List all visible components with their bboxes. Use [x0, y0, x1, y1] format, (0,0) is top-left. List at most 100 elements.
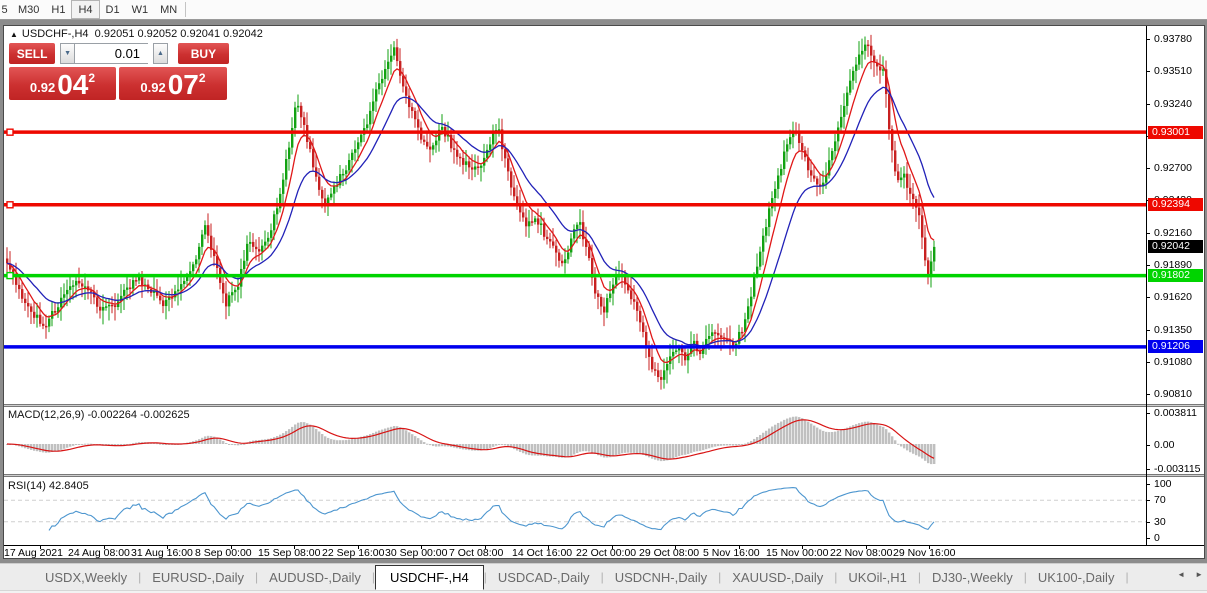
chart-tab-bar: USDX,Weekly | EURUSD-,Daily | AUDUSD-,Daily |…: [0, 563, 1207, 590]
price-axis-label: 0.91890: [1154, 259, 1192, 271]
date-axis-label: 15 Sep 08:00: [258, 547, 321, 559]
price-axis-label: 0.93510: [1154, 65, 1192, 77]
chart-tab-dj30-weekly[interactable]: DJ30-,Weekly: [932, 569, 1013, 585]
one-click-trading-panel: SELL ▼ ▲ BUY 0.92 04 2 0.92 07 2: [9, 43, 230, 100]
date-axis-border: [4, 545, 1204, 546]
date-tick: [104, 545, 105, 549]
timeframe-button-H1[interactable]: H1: [51, 3, 66, 16]
volume-decrease-button[interactable]: ▼: [60, 43, 76, 64]
sell-button[interactable]: SELL: [9, 43, 56, 64]
price-tick: [1146, 233, 1150, 234]
macd-axis-tick: [1146, 413, 1150, 414]
chart-tab-usdchf-h4[interactable]: USDCHF-,H4: [374, 564, 484, 590]
timeframe-button-M30[interactable]: M30: [18, 3, 40, 16]
line-handle[interactable]: [6, 201, 14, 209]
current-price-badge: 0.92042: [1148, 240, 1203, 253]
date-axis-label: 5 Nov 16:00: [703, 547, 760, 559]
chart-tab-usdcnh-daily[interactable]: USDCNH-,Daily: [614, 569, 708, 585]
tab-separator: |: [600, 570, 604, 584]
tabs-scroll-right-icon[interactable]: ►: [1195, 570, 1203, 579]
chart-plot-area[interactable]: [4, 26, 1204, 558]
price-axis-label: 0.91080: [1154, 356, 1192, 368]
toolbar-separator: [185, 2, 187, 17]
rsi-axis-label: 0: [1154, 532, 1160, 544]
date-tick: [739, 545, 740, 549]
date-axis-label: 29 Nov 16:00: [893, 547, 956, 559]
timeframe-button-5[interactable]: 5: [1, 3, 8, 16]
price-axis-label: 0.93780: [1154, 33, 1192, 45]
collapse-arrow-icon[interactable]: ▲: [10, 30, 18, 39]
panel-splitter[interactable]: [4, 404, 1204, 407]
macd-histogram: [6, 416, 936, 465]
date-tick: [612, 545, 613, 549]
level-price-badge: 0.91802: [1148, 269, 1203, 282]
date-axis-label: 22 Oct 00:00: [576, 547, 637, 559]
chart-tab-uk100-daily[interactable]: UK100-,Daily: [1037, 569, 1115, 585]
chart-tab-eurusd-daily[interactable]: EURUSD-,Daily: [152, 569, 244, 585]
date-axis-label: 7 Oct 08:00: [449, 547, 504, 559]
macd-axis-label: 0.003811: [1154, 407, 1198, 419]
rsi-panel-lines: [4, 487, 1146, 531]
horizontal-level-lines[interactable]: [4, 128, 1166, 349]
macd-signal-line: [6, 419, 935, 460]
ask-pipette: 2: [198, 71, 206, 85]
volume-input[interactable]: [75, 43, 149, 64]
tab-separator: |: [138, 570, 142, 584]
date-axis-label: 24 Aug 08:00: [68, 547, 130, 559]
macd-indicator-label: MACD(12,26,9) -0.002264 -0.002625: [8, 409, 190, 421]
ask-price-panel[interactable]: 0.92 07 2: [119, 67, 227, 100]
date-tick: [358, 545, 359, 549]
timeframe-button-H4[interactable]: H4: [71, 0, 100, 19]
timeframe-button-MN[interactable]: MN: [160, 3, 178, 16]
rsi-axis-label: 70: [1154, 494, 1166, 506]
line-handle[interactable]: [6, 128, 14, 136]
tab-separator: |: [371, 570, 375, 584]
tab-separator: |: [483, 570, 487, 584]
panel-splitter[interactable]: [4, 474, 1204, 477]
price-tick: [1146, 104, 1150, 105]
chart-tab-usdx-weekly[interactable]: USDX,Weekly: [45, 569, 128, 585]
line-handle[interactable]: [6, 271, 14, 280]
bid-big-digits: 04: [57, 69, 89, 100]
tabs-scroll-left-icon[interactable]: ◄: [1177, 570, 1186, 579]
timeframe-button-D1[interactable]: D1: [105, 3, 120, 16]
rsi-line: [48, 487, 935, 531]
rsi-axis-label: 30: [1154, 516, 1166, 528]
chart-tab-xauusd-daily[interactable]: XAUUSD-,Daily: [732, 569, 824, 585]
date-tick: [231, 545, 232, 549]
price-axis-label: 0.92700: [1154, 162, 1192, 174]
level-price-badge: 0.92394: [1148, 198, 1203, 211]
tab-separator: |: [834, 570, 838, 584]
timeframe-button-W1[interactable]: W1: [131, 3, 149, 16]
tab-separator: |: [917, 570, 922, 584]
price-axis-label: 0.91620: [1154, 291, 1192, 303]
tab-separator: |: [718, 570, 722, 584]
chart-window[interactable]: ▲ USDCHF-,H4 0.92051 0.92052 0.92041 0.92…: [3, 25, 1205, 559]
rsi-axis-tick: [1146, 500, 1150, 501]
status-bar: [0, 590, 1207, 593]
rsi-axis-tick: [1146, 484, 1150, 485]
price-tick: [1146, 394, 1150, 395]
date-axis-label: 30 Sep 00:00: [385, 547, 448, 559]
date-tick: [866, 545, 867, 549]
level-price-badge: 0.91206: [1148, 340, 1203, 353]
rsi-axis-tick: [1146, 522, 1150, 523]
bid-pipette: 2: [88, 71, 96, 85]
date-tick: [40, 545, 41, 549]
date-tick: [485, 545, 486, 549]
date-tick: [167, 545, 168, 549]
date-tick: [548, 545, 549, 549]
rsi-axis-label: 100: [1154, 478, 1172, 490]
volume-increase-button[interactable]: ▲: [153, 43, 168, 64]
chart-tab-audusd-daily[interactable]: AUDUSD-,Daily: [269, 569, 361, 585]
date-axis-label: 15 Nov 00:00: [766, 547, 829, 559]
chart-symbol: USDCHF-,H4: [21, 28, 89, 40]
chart-title: ▲ USDCHF-,H4 0.92051 0.92052 0.92041 0.92…: [10, 28, 263, 40]
buy-button[interactable]: BUY: [177, 43, 230, 64]
chart-quotes: 0.92051 0.92052 0.92041 0.92042: [94, 28, 263, 40]
chart-tab-usdcad-daily[interactable]: USDCAD-,Daily: [497, 569, 590, 585]
bid-price-panel[interactable]: 0.92 04 2: [9, 67, 116, 100]
tab-separator: |: [254, 570, 259, 584]
tab-separator: |: [1023, 570, 1027, 584]
chart-tab-ukoil-h1[interactable]: UKOil-,H1: [848, 569, 907, 585]
